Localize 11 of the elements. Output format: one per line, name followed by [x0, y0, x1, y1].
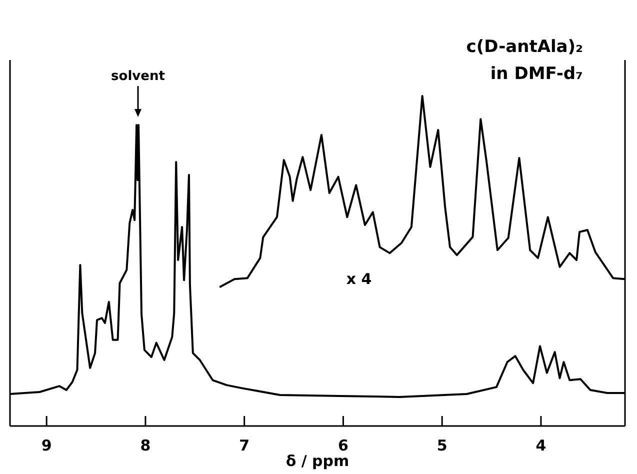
chart-title: c(D-antAla)₂ — [466, 37, 583, 57]
x-tick-label: 6 — [338, 436, 348, 455]
chart-subtitle: in DMF-d₇ — [490, 64, 583, 84]
text: solvent — [111, 69, 165, 84]
x-tick-label: 5 — [436, 436, 448, 455]
x-tick-label: 9 — [41, 436, 52, 455]
x-tick-label: 4 — [536, 436, 546, 455]
x-tick-label: 7 — [239, 436, 250, 455]
annotation: x 4 — [346, 270, 372, 288]
x-axis-title: δ / ppm — [286, 452, 350, 470]
x-tick-label: 8 — [140, 436, 151, 455]
